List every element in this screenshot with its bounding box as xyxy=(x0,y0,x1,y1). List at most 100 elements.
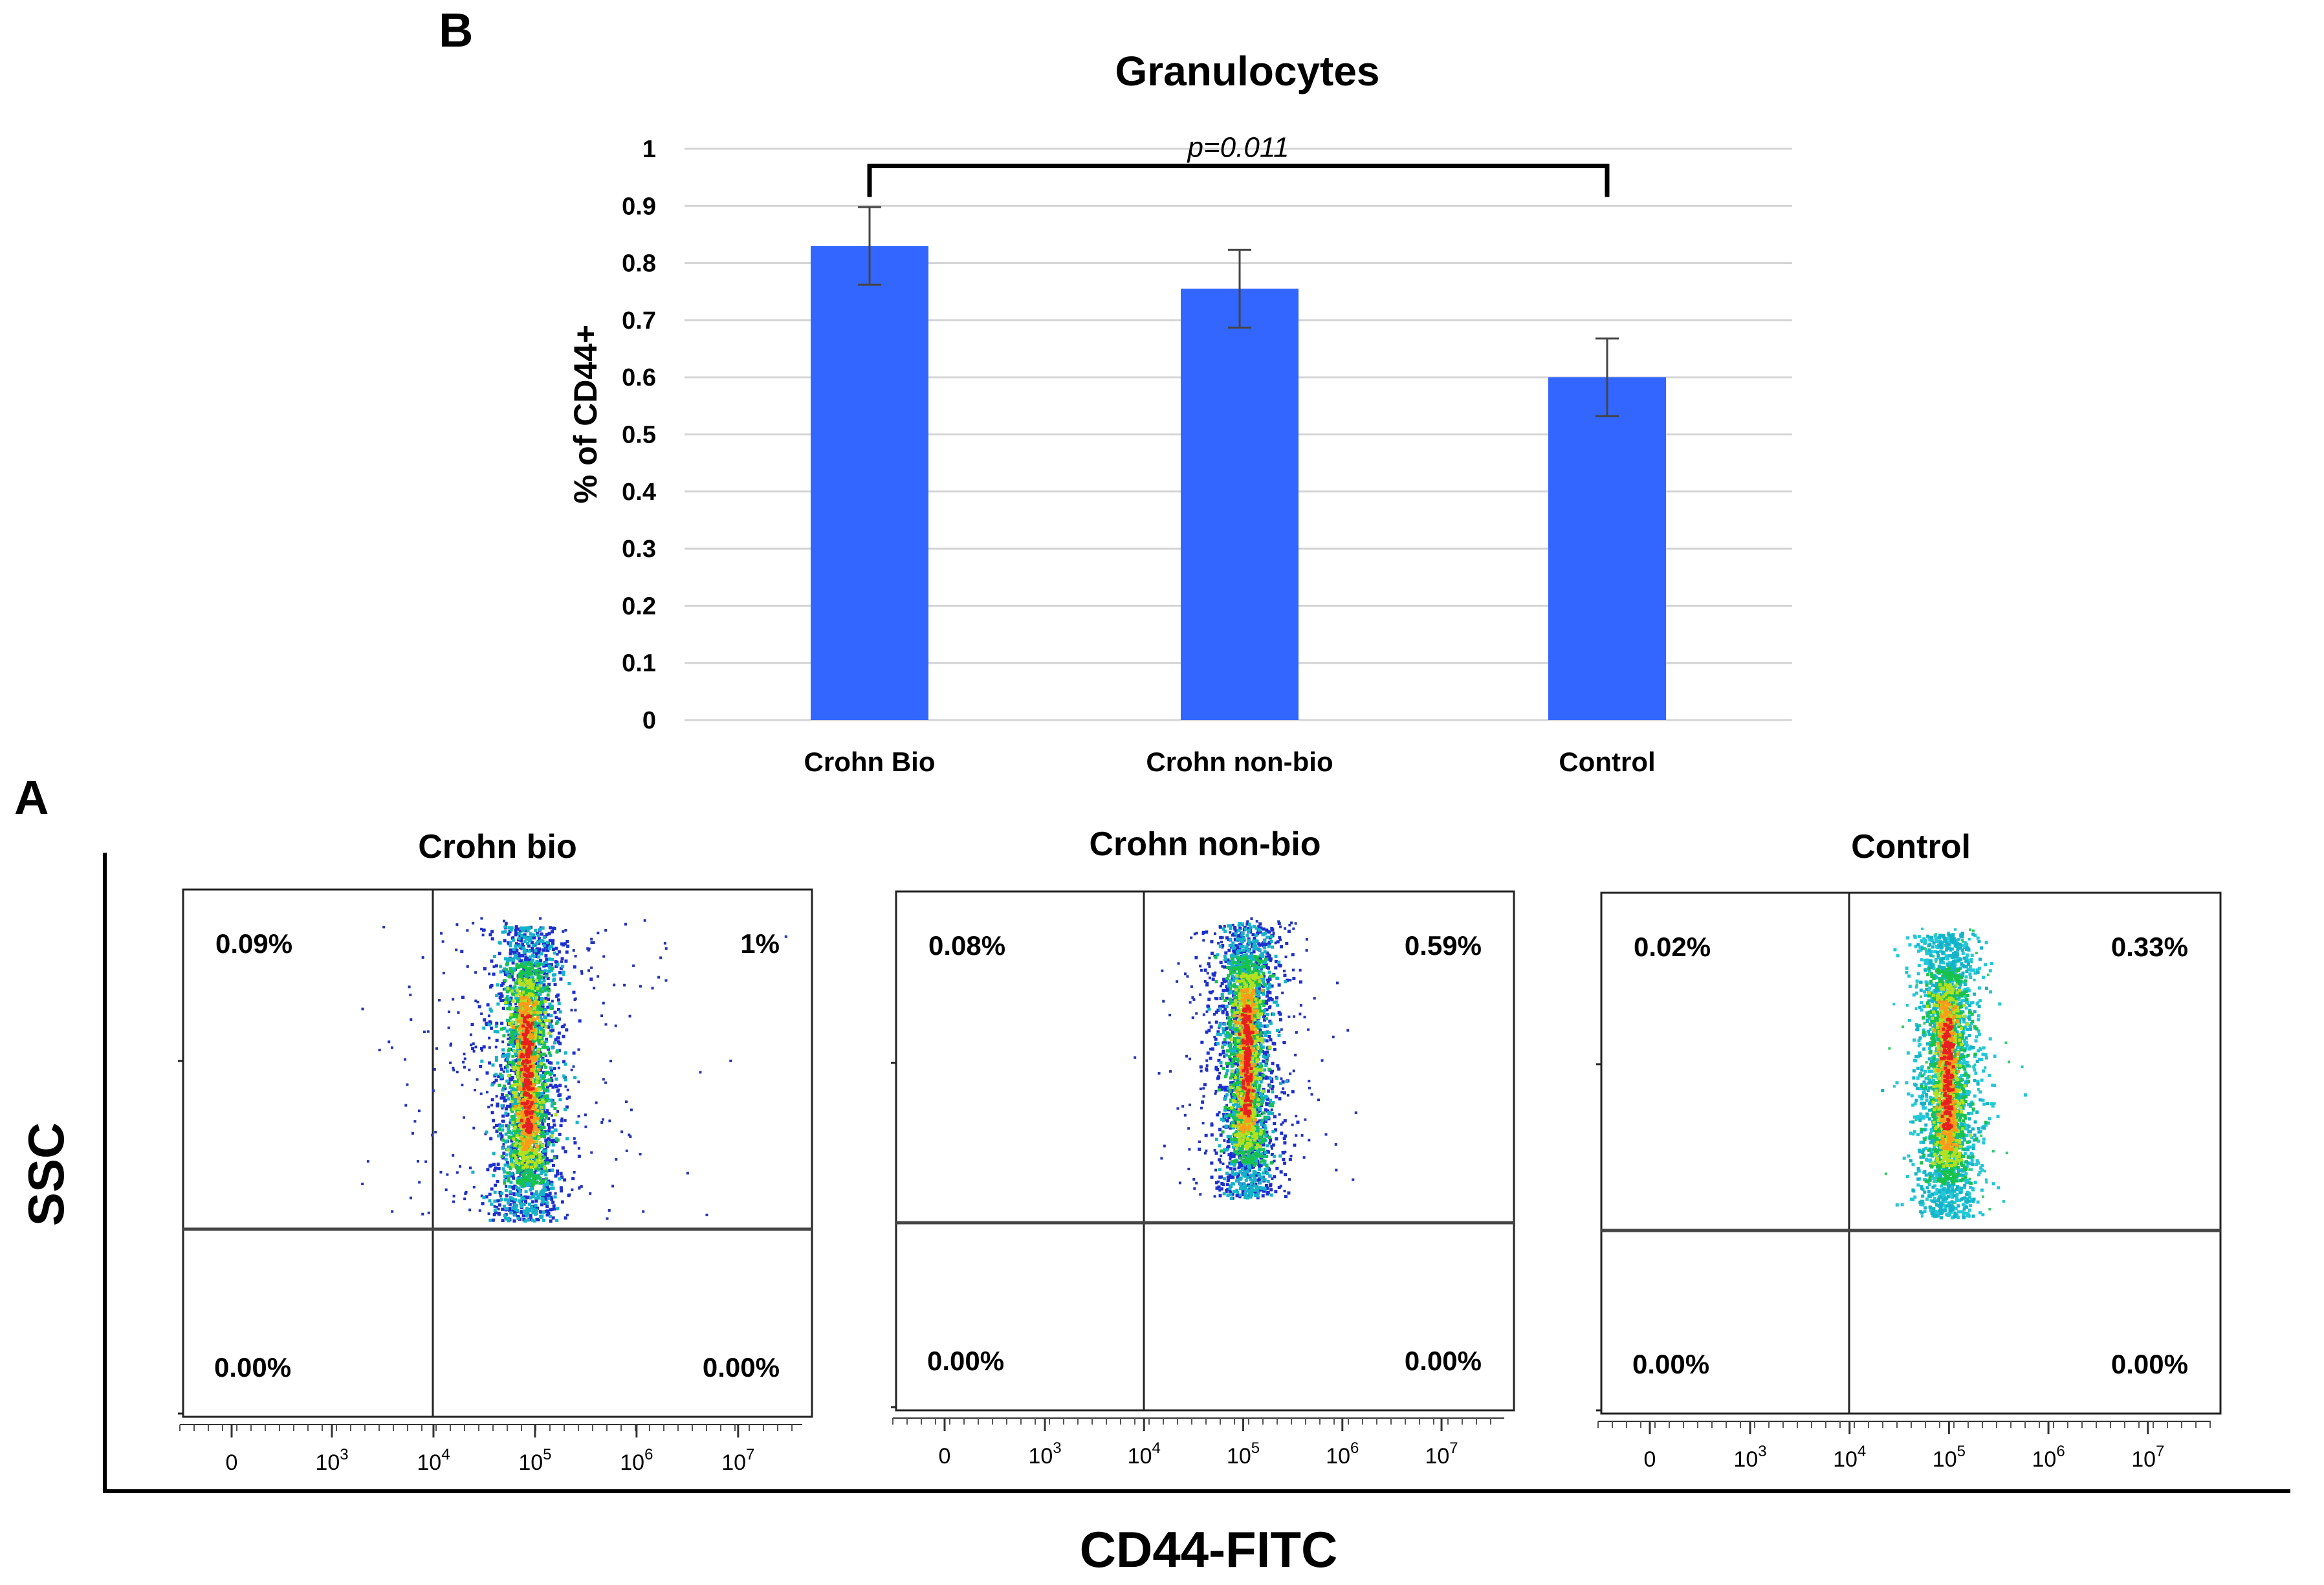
flow-event xyxy=(1283,1189,1286,1192)
flow-event xyxy=(505,1079,509,1083)
flow-event xyxy=(507,1019,510,1023)
flow-event xyxy=(486,1003,490,1007)
flow-event xyxy=(524,1171,528,1175)
flow-event xyxy=(1270,998,1274,1001)
y-tick-label: 0.5 xyxy=(622,422,656,449)
flow-event xyxy=(511,1120,515,1124)
flow-event xyxy=(545,974,549,978)
flow-event xyxy=(533,1033,537,1037)
flow-event xyxy=(540,970,544,974)
bar xyxy=(1181,289,1299,721)
flow-event xyxy=(1256,932,1260,935)
flow-event xyxy=(519,987,523,990)
flow-event xyxy=(546,993,550,997)
flow-event xyxy=(542,1179,545,1183)
flow-event xyxy=(559,967,563,970)
flow-event xyxy=(437,999,441,1002)
flow-event xyxy=(1336,981,1339,985)
flow-event xyxy=(506,1201,510,1205)
flow-event xyxy=(548,1168,552,1172)
flow-event xyxy=(525,975,529,979)
flow-event xyxy=(1270,1086,1274,1090)
flow-event xyxy=(510,1034,514,1038)
flow-event xyxy=(1229,1157,1232,1161)
flow-event xyxy=(520,1137,524,1141)
flow-event xyxy=(535,996,539,1000)
flow-event xyxy=(499,999,503,1003)
flow-event xyxy=(1234,1016,1238,1020)
flow-event xyxy=(550,1046,554,1050)
flow-event xyxy=(1262,1143,1266,1147)
flow-event xyxy=(529,985,532,989)
flow-event xyxy=(512,1067,516,1071)
flow-event xyxy=(518,944,522,948)
flow-event xyxy=(1225,1183,1229,1186)
flow-event xyxy=(544,1016,548,1020)
flow-event xyxy=(529,1181,532,1185)
flow-event xyxy=(534,928,538,932)
flow-event xyxy=(540,1092,544,1096)
flow-event xyxy=(509,1105,512,1109)
flow-event xyxy=(1227,1144,1231,1148)
panel-letter-a: A xyxy=(14,771,49,824)
flow-event xyxy=(543,987,547,991)
flow-event xyxy=(452,1200,455,1203)
flow-event xyxy=(1280,1131,1284,1135)
flow-event xyxy=(639,1153,642,1156)
flow-event xyxy=(1193,1187,1196,1190)
flow-event xyxy=(584,1125,587,1128)
flow-event xyxy=(1215,997,1219,1001)
flow-event xyxy=(539,975,543,979)
flow-event xyxy=(542,1126,546,1130)
flow-event xyxy=(512,951,516,955)
flow-event xyxy=(1274,1190,1278,1194)
flow-event xyxy=(485,1071,489,1075)
flow-event xyxy=(515,1192,519,1196)
flow-event xyxy=(1281,1151,1285,1155)
flow-event xyxy=(517,964,521,968)
flow-event xyxy=(480,1012,483,1016)
flow-event xyxy=(1282,1041,1286,1045)
flow-event xyxy=(524,1141,528,1144)
flow-event xyxy=(527,1042,531,1046)
flow-event xyxy=(1187,1167,1190,1170)
flow-event xyxy=(577,1154,581,1158)
flow-event xyxy=(545,1085,549,1089)
flow-event xyxy=(492,1119,496,1122)
flow-event xyxy=(541,926,545,930)
flow-event xyxy=(533,1136,537,1140)
flow-event xyxy=(540,1040,544,1044)
y-tick-label: 0.7 xyxy=(622,307,656,334)
flow-event xyxy=(1264,1183,1268,1187)
flow-event xyxy=(527,1012,531,1016)
flow-event xyxy=(495,1038,499,1042)
flow-event xyxy=(534,1166,538,1170)
flow-event xyxy=(587,948,590,952)
flow-event xyxy=(509,1150,513,1153)
flow-event xyxy=(1265,1039,1269,1043)
flow-event xyxy=(570,1009,573,1012)
flow-event xyxy=(535,947,539,951)
y-tick-label: 1 xyxy=(642,136,656,163)
flow-event xyxy=(535,1128,539,1132)
flow-event xyxy=(540,952,543,956)
flow-event xyxy=(534,1001,538,1005)
flow-event xyxy=(523,1199,527,1203)
flow-event xyxy=(520,974,523,978)
flow-event xyxy=(1274,966,1278,970)
flow-event xyxy=(549,1005,553,1009)
flow-event xyxy=(513,1092,517,1096)
flow-event xyxy=(1299,980,1302,984)
flow-event xyxy=(1293,1015,1296,1018)
flow-event xyxy=(519,1050,523,1054)
flow-event xyxy=(1228,1140,1232,1144)
flow-event xyxy=(520,1046,524,1050)
flow-event xyxy=(628,1133,631,1137)
flow-event xyxy=(543,1166,547,1170)
flow-event xyxy=(521,996,525,1000)
flow-event xyxy=(508,1202,512,1206)
flow-event xyxy=(512,968,516,972)
flow-event xyxy=(505,1069,509,1073)
flow-event xyxy=(513,1122,517,1126)
flow-event xyxy=(507,1127,510,1131)
